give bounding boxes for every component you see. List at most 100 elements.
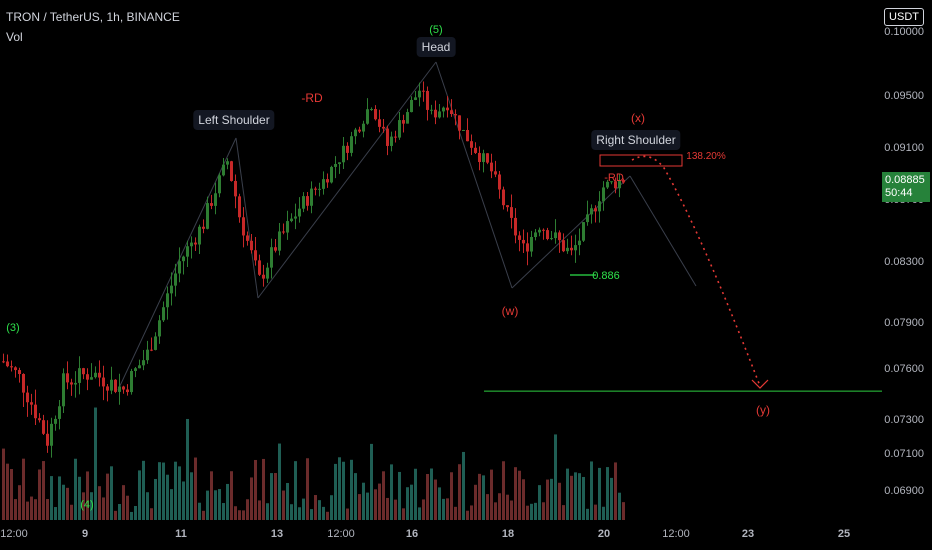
candle-body — [346, 145, 349, 153]
chart-title: TRON / TetherUS, 1h, BINANCE — [6, 10, 180, 24]
wave-3-label[interactable]: (3) — [6, 322, 20, 334]
volume-bar — [42, 461, 45, 520]
volume-bar — [22, 458, 25, 520]
volume-bar — [194, 457, 197, 520]
volume-bar — [546, 479, 549, 520]
volume-bar — [426, 474, 429, 520]
volume-bar — [282, 490, 285, 520]
volume-bar — [302, 498, 305, 520]
candle-body — [150, 349, 153, 351]
candle-body — [430, 109, 433, 111]
candle-body — [558, 232, 561, 241]
volume-bar — [286, 483, 289, 520]
volume-bar — [494, 502, 497, 520]
candle-body — [414, 97, 417, 100]
volume-bar — [458, 464, 461, 520]
candle-body — [218, 175, 221, 194]
candle-body — [454, 114, 457, 116]
volume-bar — [322, 506, 325, 520]
candle-body — [302, 196, 305, 209]
candle-body — [390, 136, 393, 146]
volume-bar — [550, 478, 553, 520]
wave-x-label[interactable]: (x) — [631, 111, 645, 125]
candle-body — [122, 386, 125, 390]
volume-bar — [170, 489, 173, 520]
candle-body — [230, 161, 233, 181]
volume-bar — [534, 502, 537, 520]
volume-bar — [34, 499, 37, 520]
fib-138-label[interactable]: 138.20% — [686, 151, 726, 162]
volume-bar — [178, 466, 181, 520]
x-tick-label: 20 — [597, 528, 611, 540]
volume-bar — [290, 504, 293, 520]
candle-body — [90, 377, 93, 380]
volume-bar — [30, 496, 33, 520]
pattern-line — [629, 175, 697, 287]
volume-bar — [350, 459, 353, 520]
candle-body — [366, 109, 369, 124]
y-tick-label: 0.08300 — [884, 256, 924, 268]
volume-bars — [2, 407, 625, 520]
candle-body — [34, 404, 37, 419]
volume-bar — [222, 503, 225, 520]
currency-badge[interactable]: USDT — [884, 8, 924, 26]
x-tick-label: 16 — [405, 528, 419, 540]
candle-body — [538, 229, 541, 233]
volume-bar — [390, 464, 393, 520]
volume-bar — [474, 484, 477, 520]
wave-y-label[interactable]: (y) — [756, 403, 770, 417]
volume-bar — [442, 498, 445, 520]
volume-bar — [82, 492, 85, 520]
volume-bar — [614, 462, 617, 520]
volume-bar — [134, 506, 137, 520]
candle-body — [142, 360, 145, 366]
x-tick-label: 13 — [270, 528, 284, 540]
head-label[interactable]: Head — [416, 37, 456, 57]
volume-bar — [586, 508, 589, 520]
fib-138-box — [599, 154, 683, 167]
candle-body — [326, 179, 329, 183]
candle-body — [270, 247, 273, 268]
wave-w-label[interactable]: (w) — [501, 304, 519, 318]
y-tick-label: 0.09500 — [884, 90, 924, 102]
candle-body — [250, 240, 253, 251]
candle-body — [254, 250, 257, 261]
volume-bar — [378, 483, 381, 520]
volume-bar — [74, 458, 77, 520]
candle-body — [194, 242, 197, 245]
volume-bar — [266, 503, 269, 520]
volume-bar — [418, 507, 421, 520]
right-shoulder-label[interactable]: Right Shoulder — [591, 130, 681, 150]
candle-body — [410, 99, 413, 113]
candle-body — [518, 235, 521, 240]
volume-bar — [514, 467, 517, 520]
volume-bar — [618, 492, 621, 520]
wave-5-label[interactable]: (5) — [429, 24, 443, 36]
candle-body — [294, 216, 297, 219]
volume-bar — [574, 472, 577, 520]
candle-body — [50, 423, 53, 446]
rd-label-1[interactable]: -RD — [301, 91, 323, 105]
candle-body — [474, 147, 477, 153]
candle-body — [610, 181, 613, 183]
volume-bar — [174, 461, 177, 520]
volume-bar — [434, 479, 437, 520]
candle-body — [290, 218, 293, 222]
volume-bar — [498, 493, 501, 520]
candle-body — [594, 208, 597, 212]
volume-bar — [602, 506, 605, 520]
volume-bar — [10, 469, 13, 520]
volume-bar — [610, 477, 613, 520]
projection-arrow-head — [751, 379, 769, 389]
candle-body — [490, 162, 493, 172]
fib-886-label[interactable]: 0.886 — [592, 270, 620, 282]
wave-4-label[interactable]: (4) — [80, 499, 94, 511]
rd-label-2[interactable]: -RD — [604, 172, 624, 184]
candle-body — [402, 120, 405, 124]
volume-indicator-label[interactable]: Vol — [6, 30, 23, 44]
candle-body — [462, 129, 465, 131]
volume-bar — [314, 495, 317, 520]
left-shoulder-label[interactable]: Left Shoulder — [193, 110, 275, 130]
volume-bar — [230, 471, 233, 520]
